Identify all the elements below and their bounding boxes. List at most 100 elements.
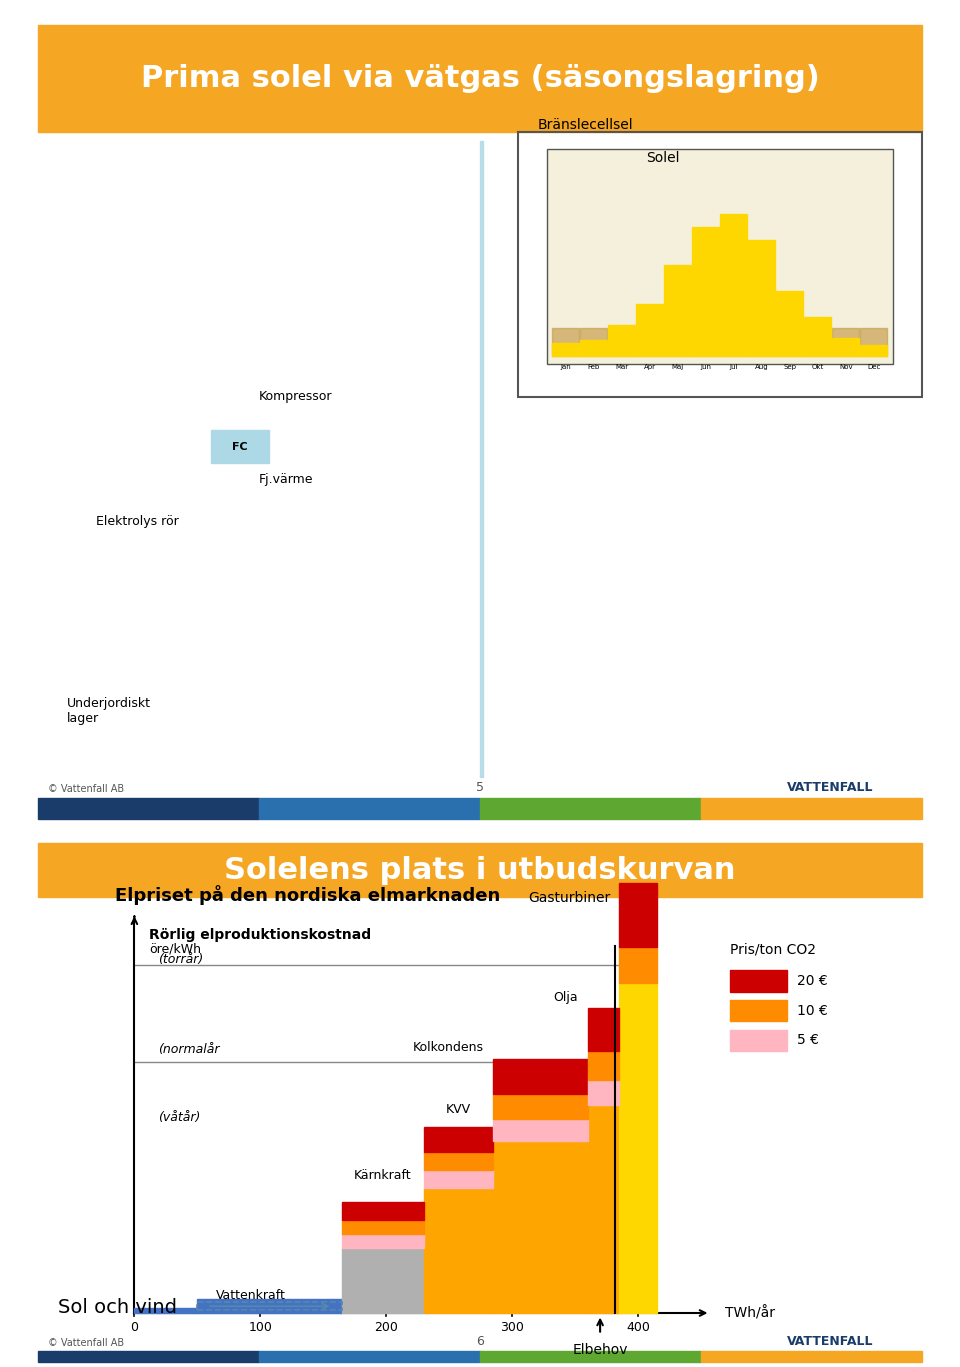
Bar bbox=[342, 1202, 424, 1219]
Text: FC: FC bbox=[232, 442, 248, 451]
Text: 400: 400 bbox=[626, 1321, 650, 1334]
Bar bbox=[580, 340, 607, 355]
Text: KVV: KVV bbox=[446, 1103, 471, 1115]
Bar bbox=[480, 798, 701, 819]
Bar bbox=[664, 328, 691, 355]
Bar bbox=[38, 25, 922, 133]
Text: 10 €: 10 € bbox=[797, 1003, 828, 1017]
Bar bbox=[342, 1248, 424, 1312]
Bar bbox=[692, 227, 719, 355]
Bar bbox=[198, 1303, 342, 1311]
Bar bbox=[619, 947, 657, 983]
Text: Underjordiskt
lager: Underjordiskt lager bbox=[67, 697, 151, 726]
Bar bbox=[588, 1051, 619, 1080]
Bar bbox=[424, 1170, 493, 1188]
Bar bbox=[720, 213, 747, 355]
Bar bbox=[480, 141, 483, 778]
Text: Bränslecellsel: Bränslecellsel bbox=[538, 119, 634, 133]
Bar bbox=[701, 798, 922, 819]
Bar bbox=[804, 328, 831, 355]
Bar bbox=[493, 1120, 588, 1141]
Bar bbox=[342, 1234, 424, 1248]
Text: (torrår): (torrår) bbox=[158, 953, 204, 966]
Text: Elektrolys rör: Elektrolys rör bbox=[96, 514, 179, 528]
Text: © Vattenfall AB: © Vattenfall AB bbox=[48, 1338, 124, 1348]
Bar bbox=[692, 328, 719, 355]
Text: Fj.värme: Fj.värme bbox=[259, 473, 314, 487]
Text: Prima solel via vätgas (säsongslagring): Prima solel via vätgas (säsongslagring) bbox=[140, 64, 820, 93]
Bar bbox=[730, 1029, 787, 1051]
Bar bbox=[38, 1351, 259, 1362]
Text: Maj: Maj bbox=[672, 364, 684, 370]
Text: Pris/ton CO2: Pris/ton CO2 bbox=[730, 943, 816, 957]
Bar bbox=[424, 1126, 493, 1152]
Bar bbox=[664, 265, 691, 355]
Text: Solel: Solel bbox=[646, 152, 679, 165]
Bar bbox=[38, 843, 922, 897]
Text: Kompressor: Kompressor bbox=[259, 391, 333, 403]
Text: Aug: Aug bbox=[756, 364, 769, 370]
Text: Jun: Jun bbox=[701, 364, 711, 370]
Bar bbox=[424, 1152, 493, 1170]
Text: Gasturbiner: Gasturbiner bbox=[528, 891, 611, 905]
Text: VATTENFALL: VATTENFALL bbox=[787, 1336, 874, 1348]
Bar bbox=[776, 328, 803, 355]
Text: 100: 100 bbox=[249, 1321, 273, 1334]
Text: Dec: Dec bbox=[867, 364, 880, 370]
Bar bbox=[832, 338, 859, 355]
Bar bbox=[552, 328, 579, 355]
Bar bbox=[608, 328, 636, 355]
Text: 0: 0 bbox=[131, 1321, 138, 1334]
Bar bbox=[493, 1095, 588, 1120]
Text: TWh/år: TWh/år bbox=[725, 1305, 775, 1321]
Text: Solelens plats i utbudskurvan: Solelens plats i utbudskurvan bbox=[225, 856, 735, 884]
Bar bbox=[730, 999, 787, 1021]
Text: VATTENFALL: VATTENFALL bbox=[787, 781, 874, 794]
Text: Sol och vind: Sol och vind bbox=[58, 1299, 177, 1316]
Bar bbox=[424, 1188, 493, 1312]
Bar bbox=[552, 343, 579, 355]
Text: 5: 5 bbox=[476, 781, 484, 794]
Bar bbox=[342, 1219, 424, 1234]
Bar bbox=[493, 1141, 588, 1312]
Text: © Vattenfall AB: © Vattenfall AB bbox=[48, 783, 124, 794]
Bar bbox=[588, 1080, 619, 1105]
Text: Olja: Olja bbox=[553, 991, 578, 1005]
Bar bbox=[588, 1009, 619, 1051]
Text: Vattenkraft: Vattenkraft bbox=[216, 1289, 285, 1303]
Text: Nov: Nov bbox=[839, 364, 852, 370]
Bar bbox=[493, 1058, 588, 1095]
Bar bbox=[832, 328, 859, 355]
Text: (normalår: (normalår bbox=[158, 1043, 220, 1057]
Bar bbox=[860, 328, 887, 355]
Text: 300: 300 bbox=[500, 1321, 524, 1334]
Text: öre/kWh: öre/kWh bbox=[149, 942, 201, 956]
Bar bbox=[619, 883, 657, 947]
Text: Sep: Sep bbox=[783, 364, 797, 370]
Text: Jul: Jul bbox=[730, 364, 738, 370]
Bar bbox=[198, 1299, 342, 1312]
Bar bbox=[580, 328, 607, 355]
Text: Okt: Okt bbox=[812, 364, 824, 370]
Bar bbox=[259, 798, 480, 819]
Bar bbox=[748, 239, 775, 355]
Bar bbox=[211, 431, 269, 463]
Text: Elpriset på den nordiska elmarknaden: Elpriset på den nordiska elmarknaden bbox=[115, 886, 500, 905]
Bar bbox=[608, 325, 636, 355]
Text: 5 €: 5 € bbox=[797, 1033, 819, 1047]
Text: Kärnkraft: Kärnkraft bbox=[354, 1169, 412, 1182]
Bar bbox=[480, 1351, 701, 1362]
Bar bbox=[38, 798, 259, 819]
Text: Apr: Apr bbox=[644, 364, 656, 370]
Text: 6: 6 bbox=[476, 1336, 484, 1348]
Bar bbox=[134, 1308, 198, 1312]
Bar bbox=[860, 346, 887, 355]
Bar bbox=[776, 291, 803, 355]
Bar bbox=[730, 971, 787, 991]
Text: Rörlig elproduktionskostnad: Rörlig elproduktionskostnad bbox=[149, 928, 371, 942]
Bar bbox=[748, 328, 775, 355]
Bar bbox=[588, 1105, 619, 1312]
Bar bbox=[636, 303, 663, 355]
Bar bbox=[547, 149, 893, 364]
Text: 200: 200 bbox=[374, 1321, 398, 1334]
